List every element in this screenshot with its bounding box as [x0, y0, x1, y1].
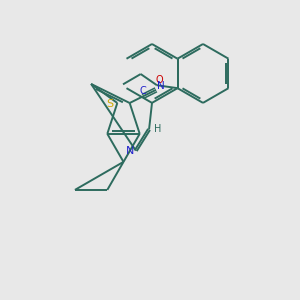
- Text: S: S: [106, 100, 113, 110]
- Text: O: O: [155, 75, 163, 85]
- Text: N: N: [157, 81, 164, 91]
- Text: N: N: [126, 146, 135, 156]
- Text: H: H: [154, 124, 161, 134]
- Text: C: C: [140, 86, 146, 96]
